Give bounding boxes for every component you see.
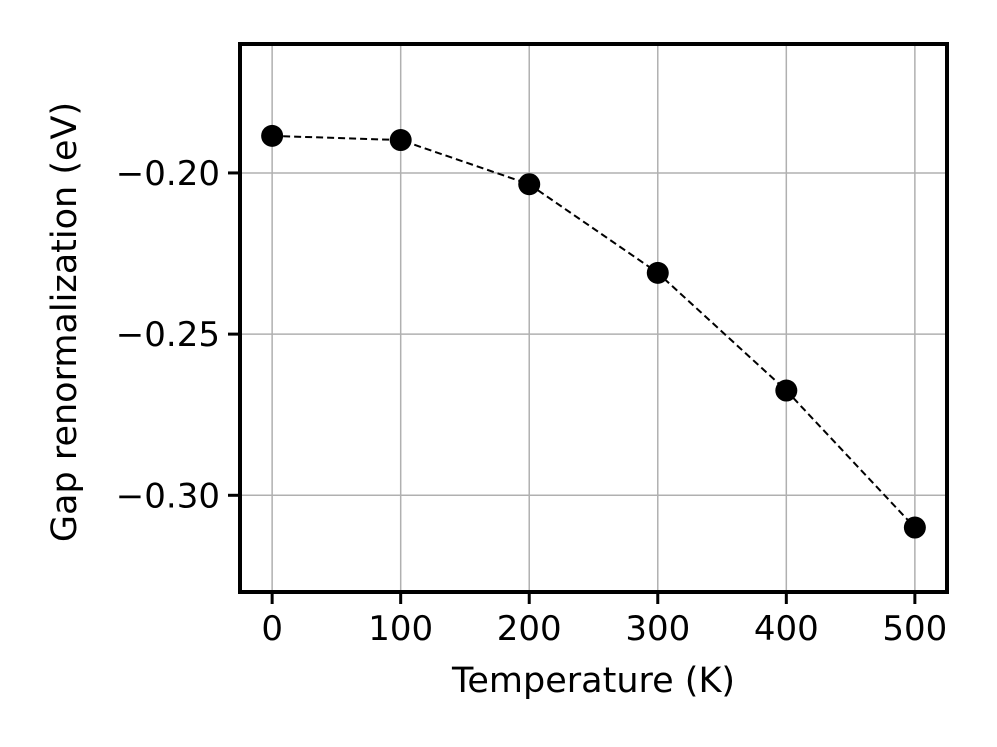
data-point	[903, 516, 926, 539]
x-tick-label: 200	[497, 609, 562, 649]
series-line	[272, 134, 916, 529]
plot-frame	[238, 42, 949, 594]
y-tick-label: −0.20	[116, 154, 220, 194]
y-tick-label: −0.25	[116, 315, 220, 355]
data-point	[775, 379, 798, 402]
data-point	[646, 261, 669, 284]
data-point	[389, 129, 412, 152]
grid	[240, 44, 947, 592]
data-points	[261, 124, 926, 539]
x-tick-label: 300	[625, 609, 690, 649]
x-tick-label: 100	[368, 609, 433, 649]
data-point	[518, 173, 541, 196]
x-tick-label: 0	[261, 609, 283, 649]
axis-ticks	[228, 171, 917, 604]
x-tick-label: 400	[754, 609, 819, 649]
x-tick-label: 500	[882, 609, 947, 649]
data-point	[261, 124, 284, 147]
series-line-layer	[272, 134, 916, 529]
x-axis-title: Temperature (K)	[451, 661, 735, 701]
tick-labels: 0 100 200 300 400 500 −0.20 −0.25 −0.30	[116, 154, 948, 649]
y-tick-label: −0.30	[116, 476, 220, 516]
y-axis-title: Gap renormalization (eV)	[45, 102, 85, 542]
